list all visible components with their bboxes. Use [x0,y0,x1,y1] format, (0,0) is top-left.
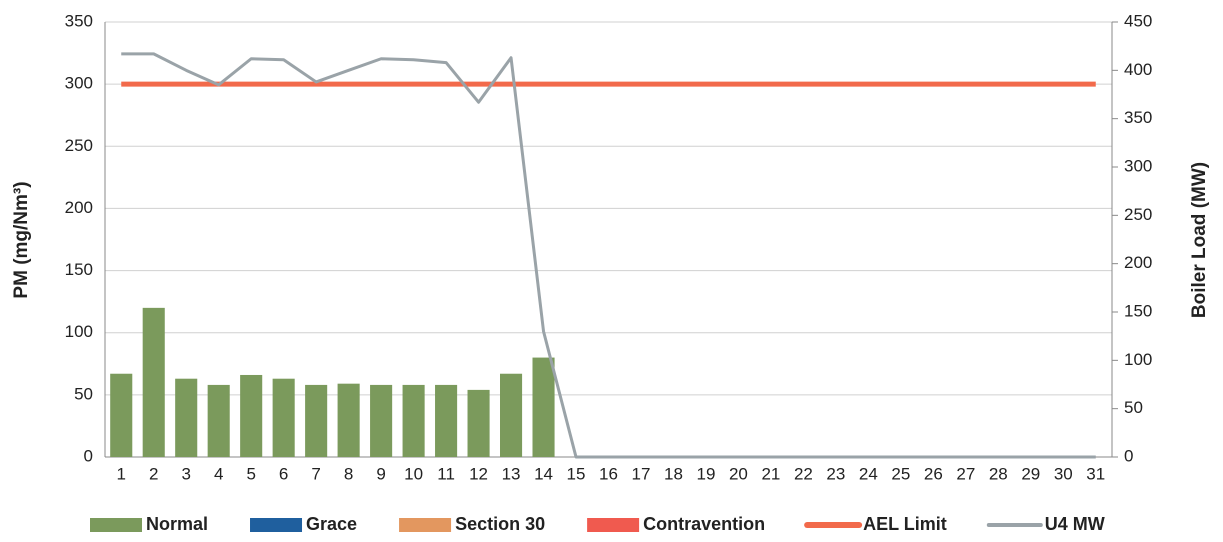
line-series [121,52,1096,459]
x-tick-label: 15 [567,464,586,483]
x-tick-label: 29 [1021,464,1040,483]
bar [110,373,133,457]
legend-label: Section 30 [455,514,545,534]
x-tick-label: 31 [1086,464,1105,483]
x-tick-label: 7 [311,464,320,483]
bar [272,378,295,457]
x-tick-label: 27 [956,464,975,483]
y2-tick-label: 0 [1124,446,1133,465]
bar [305,384,328,457]
bar [402,384,425,457]
x-tick-label: 28 [989,464,1008,483]
x-tick-label: 13 [502,464,521,483]
x-tick-label: 19 [696,464,715,483]
y-tick-label: 100 [65,322,93,341]
y2-tick-label: 250 [1124,205,1152,224]
y2-tick-label: 350 [1124,108,1152,127]
y2-tick-label: 450 [1124,11,1152,30]
y-tick-label: 250 [65,136,93,155]
x-tick-label: 23 [826,464,845,483]
y-axis-title: PM (mg/Nm³) [11,181,32,298]
x-tick-label: 17 [632,464,651,483]
x-tick-label: 25 [891,464,910,483]
bar [467,389,490,457]
x-tick-label: 8 [344,464,353,483]
y-tick-label: 350 [65,11,93,30]
legend-swatch [90,518,142,532]
legend-label: U4 MW [1045,514,1105,534]
x-tick-label: 22 [794,464,813,483]
x-tick-label: 16 [599,464,618,483]
x-tick-label: 6 [279,464,288,483]
x-tick-label: 9 [376,464,385,483]
x-tick-label: 11 [437,464,455,483]
bar [532,357,555,457]
legend-swatch [587,518,640,532]
y2-axis-title: Boiler Load (MW) [1189,162,1210,318]
y-tick-label: 0 [84,446,93,465]
bar [207,384,230,457]
y2-tick-label: 50 [1124,398,1143,417]
x-tick-label: 5 [246,464,255,483]
bar [370,384,393,457]
legend-swatch [399,518,452,532]
x-tick-label: 14 [534,464,553,483]
x-tick-label: 20 [729,464,748,483]
x-tick-label: 21 [761,464,780,483]
y2-tick-label: 200 [1124,253,1152,272]
x-tick-label: 18 [664,464,683,483]
y2-tick-label: 400 [1124,60,1152,79]
y2-tick-label: 300 [1124,156,1152,175]
x-tick-label: 10 [404,464,423,483]
legend-label: Grace [306,514,357,534]
x-tick-label: 2 [149,464,158,483]
x-tick-label: 4 [214,464,223,483]
bar [500,373,523,457]
legend-label: AEL Limit [863,514,947,534]
y-tick-label: 150 [65,260,93,279]
bar [435,384,458,457]
bar [142,307,165,457]
y2-tick-label: 150 [1124,301,1152,320]
y-tick-label: 200 [65,198,93,217]
x-tick-label: 1 [117,464,126,483]
y2-tick-label: 100 [1124,350,1152,369]
x-tick-label: 30 [1054,464,1073,483]
y-tick-label: 50 [74,384,93,403]
y-tick-label: 300 [65,74,93,93]
bar [175,378,198,457]
x-tick-label: 12 [469,464,488,483]
x-tick-label: 26 [924,464,943,483]
bar [337,383,360,457]
legend-label: Contravention [643,514,765,534]
bar [240,374,263,457]
x-tick-label: 3 [181,464,190,483]
x-tick-label: 24 [859,464,878,483]
legend-label: Normal [146,514,208,534]
legend-swatch [250,518,303,532]
